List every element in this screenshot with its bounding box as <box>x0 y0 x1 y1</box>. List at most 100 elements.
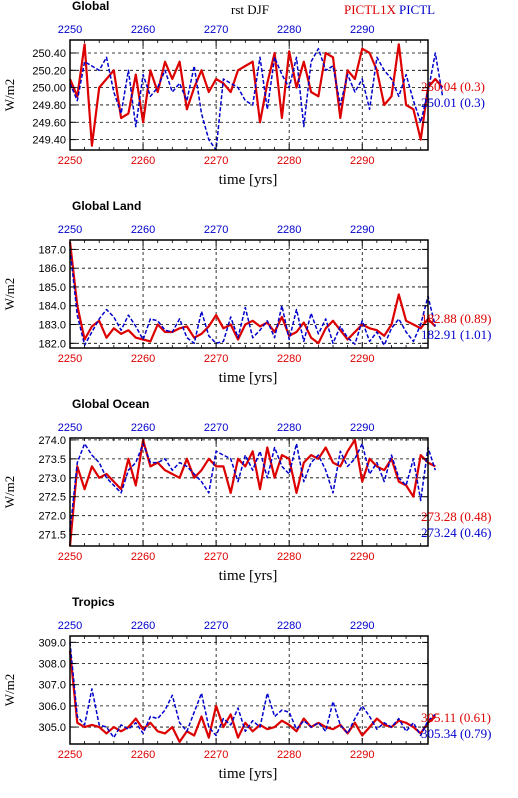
summary-value-blue: 273.24 (0.46) <box>421 525 491 540</box>
x-tick-label-top: 2290 <box>350 422 374 434</box>
y-tick-label: 273.5 <box>38 454 66 466</box>
x-tick-label-top: 2280 <box>277 224 301 236</box>
x-tick-label-top: 2280 <box>277 620 301 632</box>
x-tick-label-bottom: 2270 <box>204 749 228 761</box>
x-tick-label-top: 2260 <box>131 422 155 434</box>
y-tick-label: 249.40 <box>32 135 66 147</box>
summary-value-red: 250.04 (0.3) <box>421 79 485 94</box>
x-tick-label-bottom: 2280 <box>277 353 301 365</box>
x-tick-label-bottom: 2260 <box>131 551 155 563</box>
panels-container: Global 249.40 249.60 249.80 250.00 250.20 250.… <box>2 0 491 782</box>
y-tick-label: 185.0 <box>38 282 66 294</box>
x-tick-label-top: 2290 <box>350 224 374 236</box>
x-axis-label: time [yrs] <box>219 370 278 386</box>
y-axis-label: W/m2 <box>2 674 17 707</box>
y-tick-label: 250.00 <box>32 83 66 95</box>
y-tick-label: 272.0 <box>38 511 66 523</box>
chart-panel-3: Global Ocean 271.5 272.0 272.5 273.0 273.5 274… <box>2 397 491 584</box>
y-tick-label: 273.0 <box>38 473 66 485</box>
x-tick-label-bottom: 2270 <box>204 353 228 365</box>
y-tick-label: 182.0 <box>38 338 66 350</box>
x-tick-label-bottom: 2280 <box>277 749 301 761</box>
x-tick-label-top: 2250 <box>58 24 82 36</box>
x-tick-label-bottom: 2260 <box>131 749 155 761</box>
x-tick-label-top: 2280 <box>277 24 301 36</box>
x-tick-label-top: 2270 <box>204 422 228 434</box>
y-axis-label: W/m2 <box>2 476 17 509</box>
x-tick-label-top: 2250 <box>58 224 82 236</box>
y-tick-label: 250.20 <box>32 65 66 77</box>
y-tick-label: 305.0 <box>38 722 66 734</box>
x-tick-label-top: 2250 <box>58 620 82 632</box>
x-tick-label-bottom: 2290 <box>350 353 374 365</box>
x-tick-label-bottom: 2250 <box>58 155 82 167</box>
y-tick-label: 250.40 <box>32 48 66 60</box>
legend-label-pictl1x: PICTL1X <box>344 2 397 17</box>
series-line-pictl1x <box>68 241 437 345</box>
y-tick-label: 274.0 <box>38 435 66 447</box>
x-tick-label-top: 2250 <box>58 422 82 434</box>
plot-frame <box>69 437 429 547</box>
summary-value-blue: 305.34 (0.79) <box>421 726 491 741</box>
y-tick-label: 183.0 <box>38 320 66 332</box>
x-tick-label-top: 2280 <box>277 422 301 434</box>
x-tick-label-bottom: 2290 <box>350 749 374 761</box>
x-tick-label-top: 2260 <box>131 620 155 632</box>
panel-title: Global <box>72 0 109 13</box>
x-tick-label-top: 2290 <box>350 24 374 36</box>
x-tick-label-top: 2270 <box>204 620 228 632</box>
x-tick-label-top: 2270 <box>204 24 228 36</box>
x-tick-label-bottom: 2250 <box>58 353 82 365</box>
summary-value-red: 305.11 (0.61) <box>421 710 491 725</box>
plot-frame <box>69 39 429 151</box>
chart-panel-1: Global 249.40 249.60 249.80 250.00 250.20 250.… <box>2 0 485 188</box>
series-line-pictl <box>69 442 437 531</box>
series-line-pictl <box>69 249 437 346</box>
x-tick-label-bottom: 2270 <box>204 551 228 563</box>
y-tick-label: 271.5 <box>38 530 66 542</box>
y-tick-label: 309.0 <box>38 637 66 649</box>
y-tick-label: 308.0 <box>38 659 66 671</box>
panel-title: Global Land <box>72 199 141 213</box>
header-center-text: rst DJF <box>231 2 269 17</box>
plot-frame <box>69 239 429 349</box>
series-line-pictl1x <box>68 650 437 744</box>
legend-label-pictl: PICTL <box>399 2 435 17</box>
panel-title: Tropics <box>72 595 115 609</box>
chart-panel-4: Tropics 305.0 306.0 307.0 308.0 309.0 2250 2250… <box>2 595 491 782</box>
y-tick-label: 184.0 <box>38 301 66 313</box>
figure-header: rst DJF PICTL1X PICTL <box>231 2 435 17</box>
series-line-pictl <box>69 47 444 151</box>
x-tick-label-bottom: 2290 <box>350 155 374 167</box>
y-tick-label: 307.0 <box>38 680 66 692</box>
x-axis-label: time [yrs] <box>219 172 278 188</box>
x-tick-label-bottom: 2270 <box>204 155 228 167</box>
x-tick-label-bottom: 2280 <box>277 155 301 167</box>
series-line-pictl1x <box>68 438 436 547</box>
x-tick-label-top: 2260 <box>131 224 155 236</box>
y-tick-label: 187.0 <box>38 244 66 256</box>
summary-value-red: 273.28 (0.48) <box>421 509 491 524</box>
y-tick-label: 249.60 <box>32 117 66 129</box>
plot-frame <box>69 635 429 745</box>
x-tick-label-bottom: 2280 <box>277 551 301 563</box>
x-tick-label-bottom: 2250 <box>58 551 82 563</box>
series-line-pictl1x <box>68 43 444 147</box>
x-tick-label-top: 2290 <box>350 620 374 632</box>
x-axis-label: time [yrs] <box>219 766 278 782</box>
y-tick-label: 272.5 <box>38 492 66 504</box>
y-tick-label: 306.0 <box>38 701 66 713</box>
y-tick-label: 249.80 <box>32 100 66 112</box>
summary-value-red: 182.88 (0.89) <box>421 311 491 326</box>
x-axis-label: time [yrs] <box>219 568 278 584</box>
chart-panel-2: Global Land 182.0 183.0 184.0 185.0 186.0 187.… <box>2 199 491 386</box>
x-tick-label-bottom: 2260 <box>131 155 155 167</box>
summary-value-blue: 182.91 (1.01) <box>421 327 491 342</box>
y-tick-label: 186.0 <box>38 263 66 275</box>
x-tick-label-top: 2270 <box>204 224 228 236</box>
y-axis-label: W/m2 <box>2 278 17 311</box>
x-tick-label-bottom: 2260 <box>131 353 155 365</box>
y-axis-label: W/m2 <box>2 79 17 112</box>
x-tick-label-top: 2260 <box>131 24 155 36</box>
